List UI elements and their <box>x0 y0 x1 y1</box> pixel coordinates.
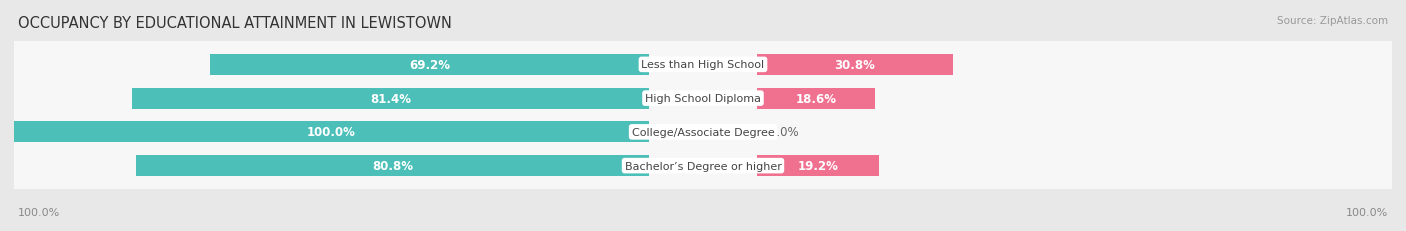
Bar <box>756 155 879 176</box>
Text: 100.0%: 100.0% <box>18 207 60 217</box>
Bar <box>756 88 875 109</box>
FancyBboxPatch shape <box>11 58 1395 207</box>
Text: Source: ZipAtlas.com: Source: ZipAtlas.com <box>1277 16 1388 26</box>
Bar <box>14 122 650 143</box>
Bar <box>756 55 952 76</box>
Text: 80.8%: 80.8% <box>373 159 413 172</box>
Text: 100.0%: 100.0% <box>1346 207 1388 217</box>
Bar <box>209 55 650 76</box>
Text: Bachelor’s Degree or higher: Bachelor’s Degree or higher <box>624 161 782 171</box>
Text: 30.8%: 30.8% <box>834 59 875 72</box>
Bar <box>136 155 650 176</box>
Text: 100.0%: 100.0% <box>307 126 356 139</box>
Text: 18.6%: 18.6% <box>796 92 837 105</box>
Text: 81.4%: 81.4% <box>370 92 411 105</box>
Text: 0.0%: 0.0% <box>769 126 799 139</box>
Text: Less than High School: Less than High School <box>641 60 765 70</box>
FancyBboxPatch shape <box>11 24 1395 173</box>
Text: College/Associate Degree: College/Associate Degree <box>631 127 775 137</box>
Text: High School Diploma: High School Diploma <box>645 94 761 104</box>
Bar <box>132 88 650 109</box>
FancyBboxPatch shape <box>11 91 1395 231</box>
FancyBboxPatch shape <box>11 0 1395 140</box>
Text: OCCUPANCY BY EDUCATIONAL ATTAINMENT IN LEWISTOWN: OCCUPANCY BY EDUCATIONAL ATTAINMENT IN L… <box>18 16 453 31</box>
Text: 19.2%: 19.2% <box>797 159 838 172</box>
Text: 69.2%: 69.2% <box>409 59 450 72</box>
